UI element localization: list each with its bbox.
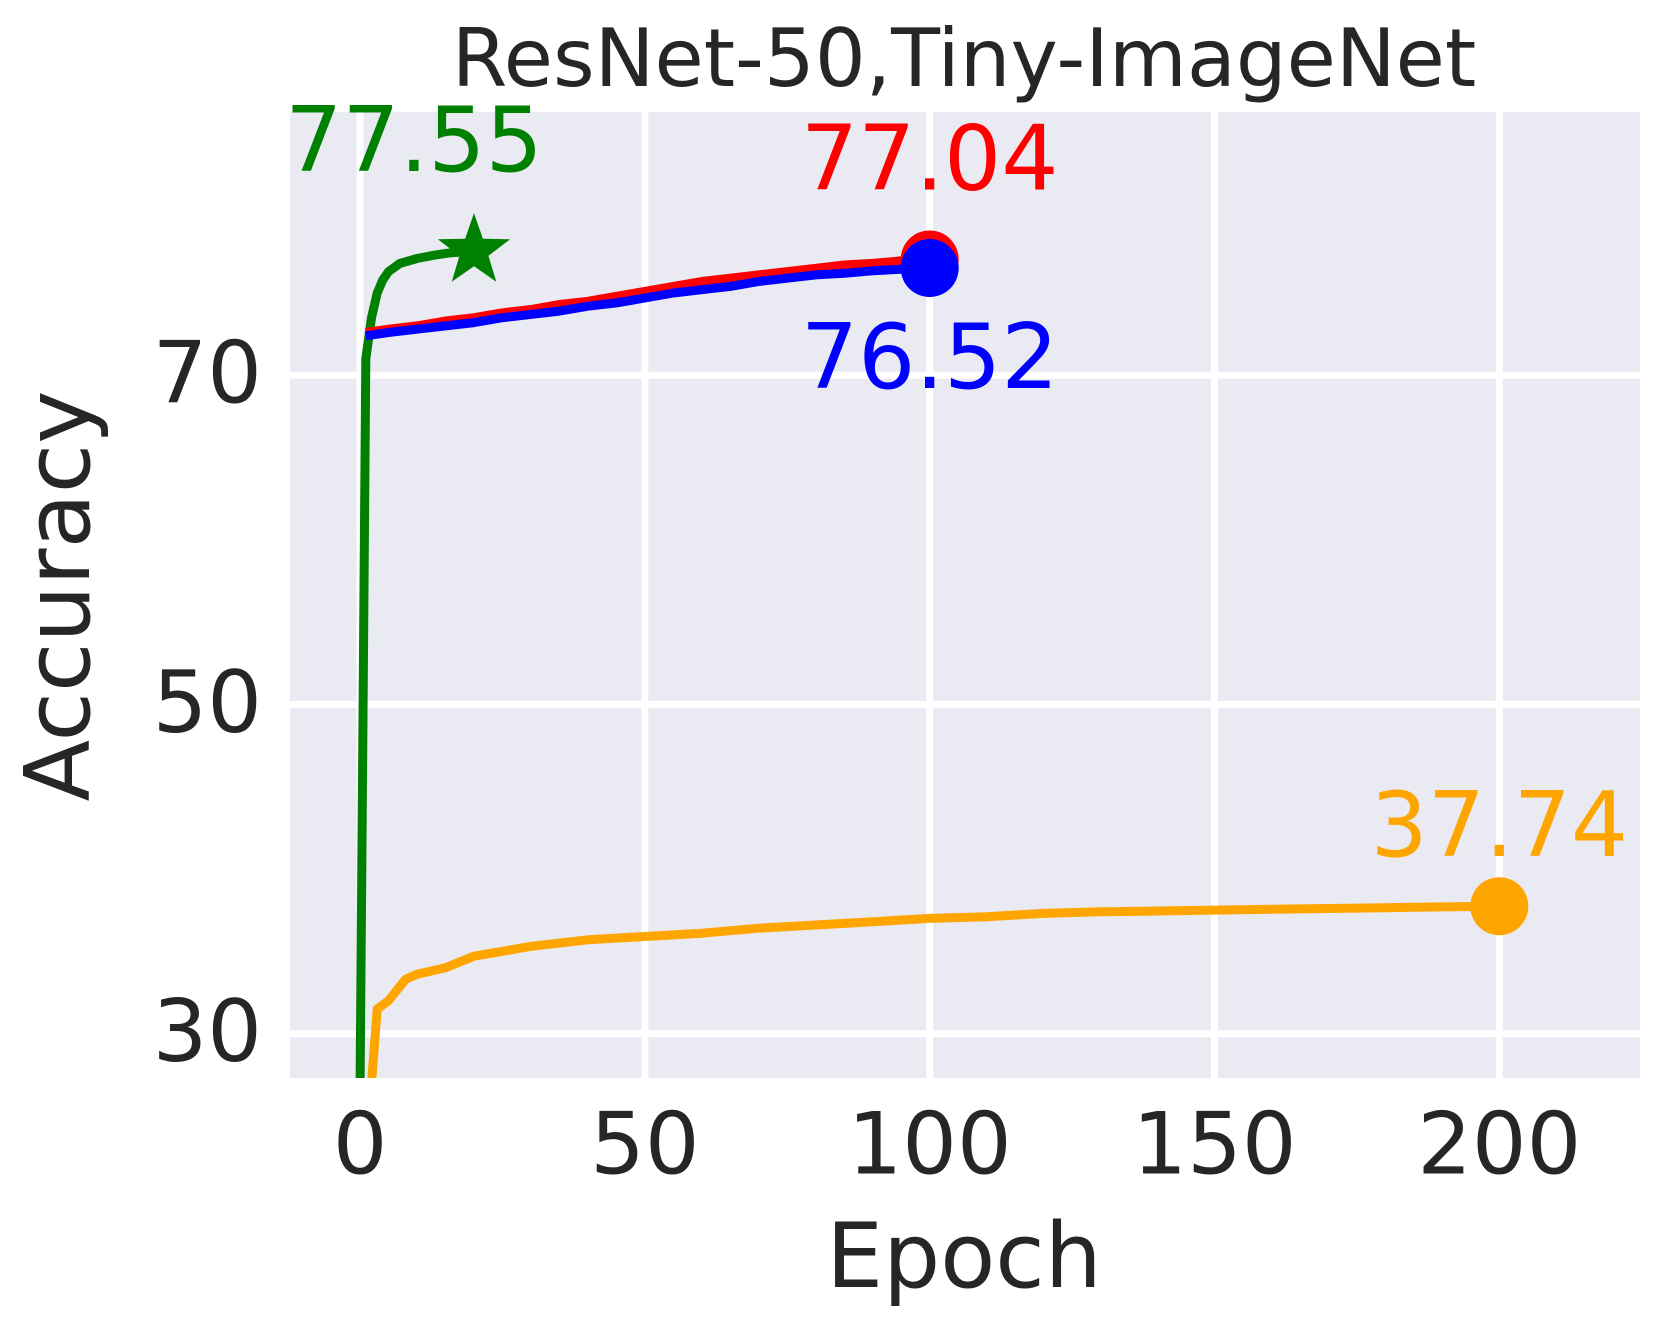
value-label: 37.74 (1370, 773, 1628, 878)
series-line (367, 901, 1500, 1078)
x-tick-label: 200 (1417, 1094, 1581, 1194)
plot-area (290, 112, 1640, 1078)
series-line (365, 263, 930, 341)
end-marker (437, 213, 511, 282)
value-label: 77.04 (801, 106, 1059, 211)
chart-title: ResNet-50,Tiny-ImageNet (452, 12, 1477, 105)
y-tick-label: 70 (153, 324, 262, 424)
value-label: 76.52 (801, 305, 1059, 410)
x-tick-label: 100 (848, 1094, 1012, 1194)
series-line (365, 255, 930, 337)
x-tick-label: 50 (590, 1094, 699, 1194)
value-label: 77.55 (285, 88, 543, 193)
end-marker (900, 239, 959, 298)
x-tick-label: 0 (333, 1094, 388, 1194)
end-marker (1470, 877, 1529, 936)
y-tick-label: 30 (153, 982, 262, 1082)
x-axis-label: Epoch (826, 1204, 1102, 1309)
x-tick-label: 150 (1132, 1094, 1296, 1194)
y-axis-label: Accuracy (6, 391, 111, 802)
y-tick-label: 50 (153, 653, 262, 753)
